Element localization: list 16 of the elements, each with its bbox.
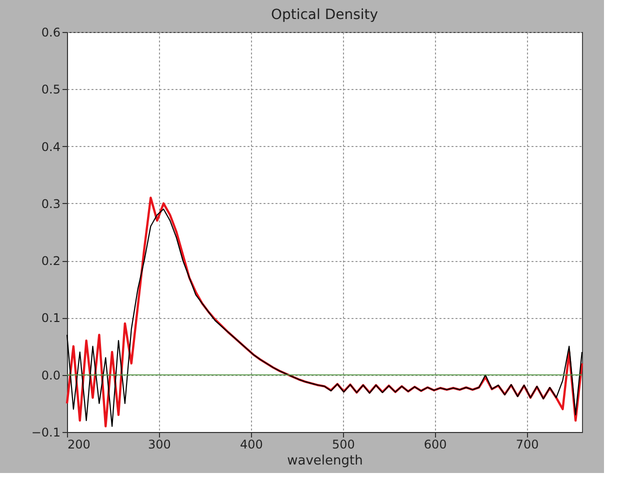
chart-title: Optical Density [270,7,378,23]
y-tick-label: 0.1 [41,311,60,326]
x-tick-label: 300 [148,438,171,452]
y-tick-label: 0.3 [41,196,60,211]
y-tick-label: 0.5 [41,82,60,97]
y-tick-label: 0.0 [41,368,60,382]
y-tick-label: −0.1 [31,426,60,440]
y-tick-label: 0.6 [41,26,60,40]
y-tick-label: 0.2 [41,254,60,268]
x-tick-label: 400 [240,438,263,452]
x-tick-label: 600 [424,438,447,452]
x-tick-label: 700 [516,438,539,452]
x-tick-label: 500 [332,438,355,452]
x-tick-label: 200 [68,438,90,452]
x-axis-title: wavelength [287,454,363,468]
y-tick-label: 0.4 [41,140,60,154]
